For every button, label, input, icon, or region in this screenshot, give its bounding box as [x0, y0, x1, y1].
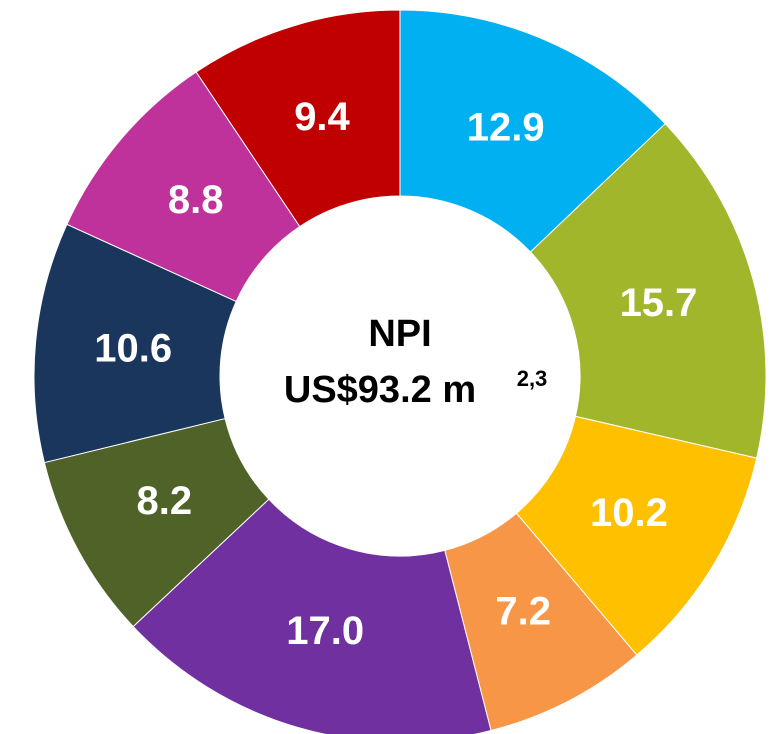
data-label: 10.6	[94, 326, 172, 370]
data-label: 9.4	[294, 95, 350, 139]
data-label: 17.0	[286, 609, 364, 653]
data-label: 8.8	[168, 178, 224, 222]
donut-slice	[195, 9, 401, 228]
data-label: 12.9	[467, 105, 545, 149]
data-label: 15.7	[620, 281, 698, 325]
donut-slice	[529, 123, 767, 459]
donut-slice	[33, 223, 237, 464]
center-note: 2,3	[517, 366, 548, 391]
donut-slice	[132, 498, 492, 734]
data-label: 7.2	[495, 590, 551, 634]
donut-slice	[399, 9, 666, 253]
center-title: NPI	[368, 313, 431, 355]
center-subtitle: US$93.2 m	[284, 369, 476, 411]
data-label: 8.2	[137, 479, 193, 523]
data-label: 10.2	[590, 491, 668, 535]
